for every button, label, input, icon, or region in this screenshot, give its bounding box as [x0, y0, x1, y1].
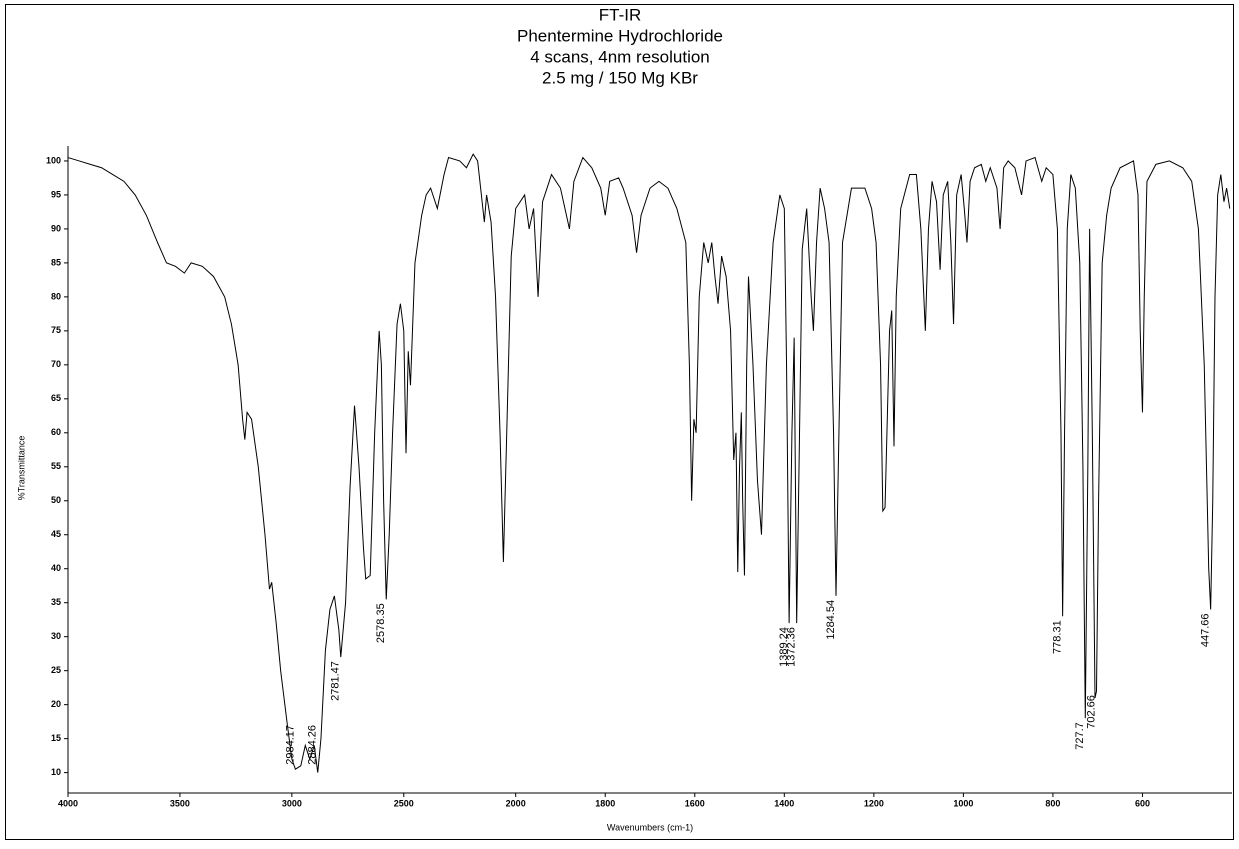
chart-subtitle: Phentermine Hydrochloride — [517, 26, 723, 45]
spectrum-line — [67, 153, 1231, 773]
y-tick-label: 20 — [51, 699, 61, 709]
peak-label: 727.7 — [1074, 722, 1086, 750]
y-tick-label: 75 — [51, 325, 61, 335]
chart-subtitle: 4 scans, 4nm resolution — [530, 47, 710, 66]
y-tick-label: 85 — [51, 257, 61, 267]
peak-label: 2781.47 — [330, 661, 342, 701]
y-tick-label: 55 — [51, 461, 61, 471]
x-tick-label: 1400 — [774, 798, 794, 808]
y-tick-label: 95 — [51, 189, 61, 199]
peak-label: 2578.35 — [375, 603, 387, 643]
peak-label: 2884.26 — [307, 725, 319, 765]
peak-label: 1389.24 — [778, 627, 790, 667]
peak-label: 1372.36 — [786, 627, 798, 667]
y-tick-label: 10 — [51, 767, 61, 777]
y-axis-title: %Transmittance — [16, 436, 26, 501]
chart-subtitle: 2.5 mg / 150 Mg KBr — [542, 68, 698, 87]
chart-title: FT-IR — [599, 5, 642, 24]
x-axis-title: Wavenumbers (cm-1) — [607, 822, 693, 832]
peak-label: 1284.54 — [825, 600, 837, 640]
x-tick-label: 3500 — [170, 798, 190, 808]
y-tick-label: 40 — [51, 563, 61, 573]
x-tick-label: 800 — [1045, 798, 1060, 808]
x-tick-label: 1000 — [953, 798, 973, 808]
chart-border — [5, 4, 1234, 840]
y-tick-label: 25 — [51, 665, 61, 675]
x-tick-label: 3000 — [282, 798, 302, 808]
y-tick-label: 45 — [51, 529, 61, 539]
x-tick-label: 1600 — [685, 798, 705, 808]
y-tick-label: 50 — [51, 495, 61, 505]
peak-label: 778.31 — [1052, 620, 1064, 654]
x-tick-label: 1200 — [864, 798, 884, 808]
peak-label: 702.66 — [1085, 695, 1097, 729]
y-tick-label: 65 — [51, 393, 61, 403]
x-tick-label: 2500 — [394, 798, 414, 808]
x-tick-label: 4000 — [58, 798, 78, 808]
y-tick-label: 35 — [51, 597, 61, 607]
y-tick-label: 15 — [51, 733, 61, 743]
x-tick-label: 1800 — [595, 798, 615, 808]
x-tick-label: 2000 — [506, 798, 526, 808]
y-tick-label: 80 — [51, 291, 61, 301]
y-tick-label: 100 — [46, 155, 61, 165]
y-tick-label: 90 — [51, 223, 61, 233]
x-tick-label: 600 — [1135, 798, 1150, 808]
y-tick-label: 70 — [51, 359, 61, 369]
peak-label: 447.66 — [1200, 614, 1212, 648]
peak-label: 2984.17 — [284, 725, 296, 765]
y-tick-label: 60 — [51, 427, 61, 437]
y-tick-label: 30 — [51, 631, 61, 641]
